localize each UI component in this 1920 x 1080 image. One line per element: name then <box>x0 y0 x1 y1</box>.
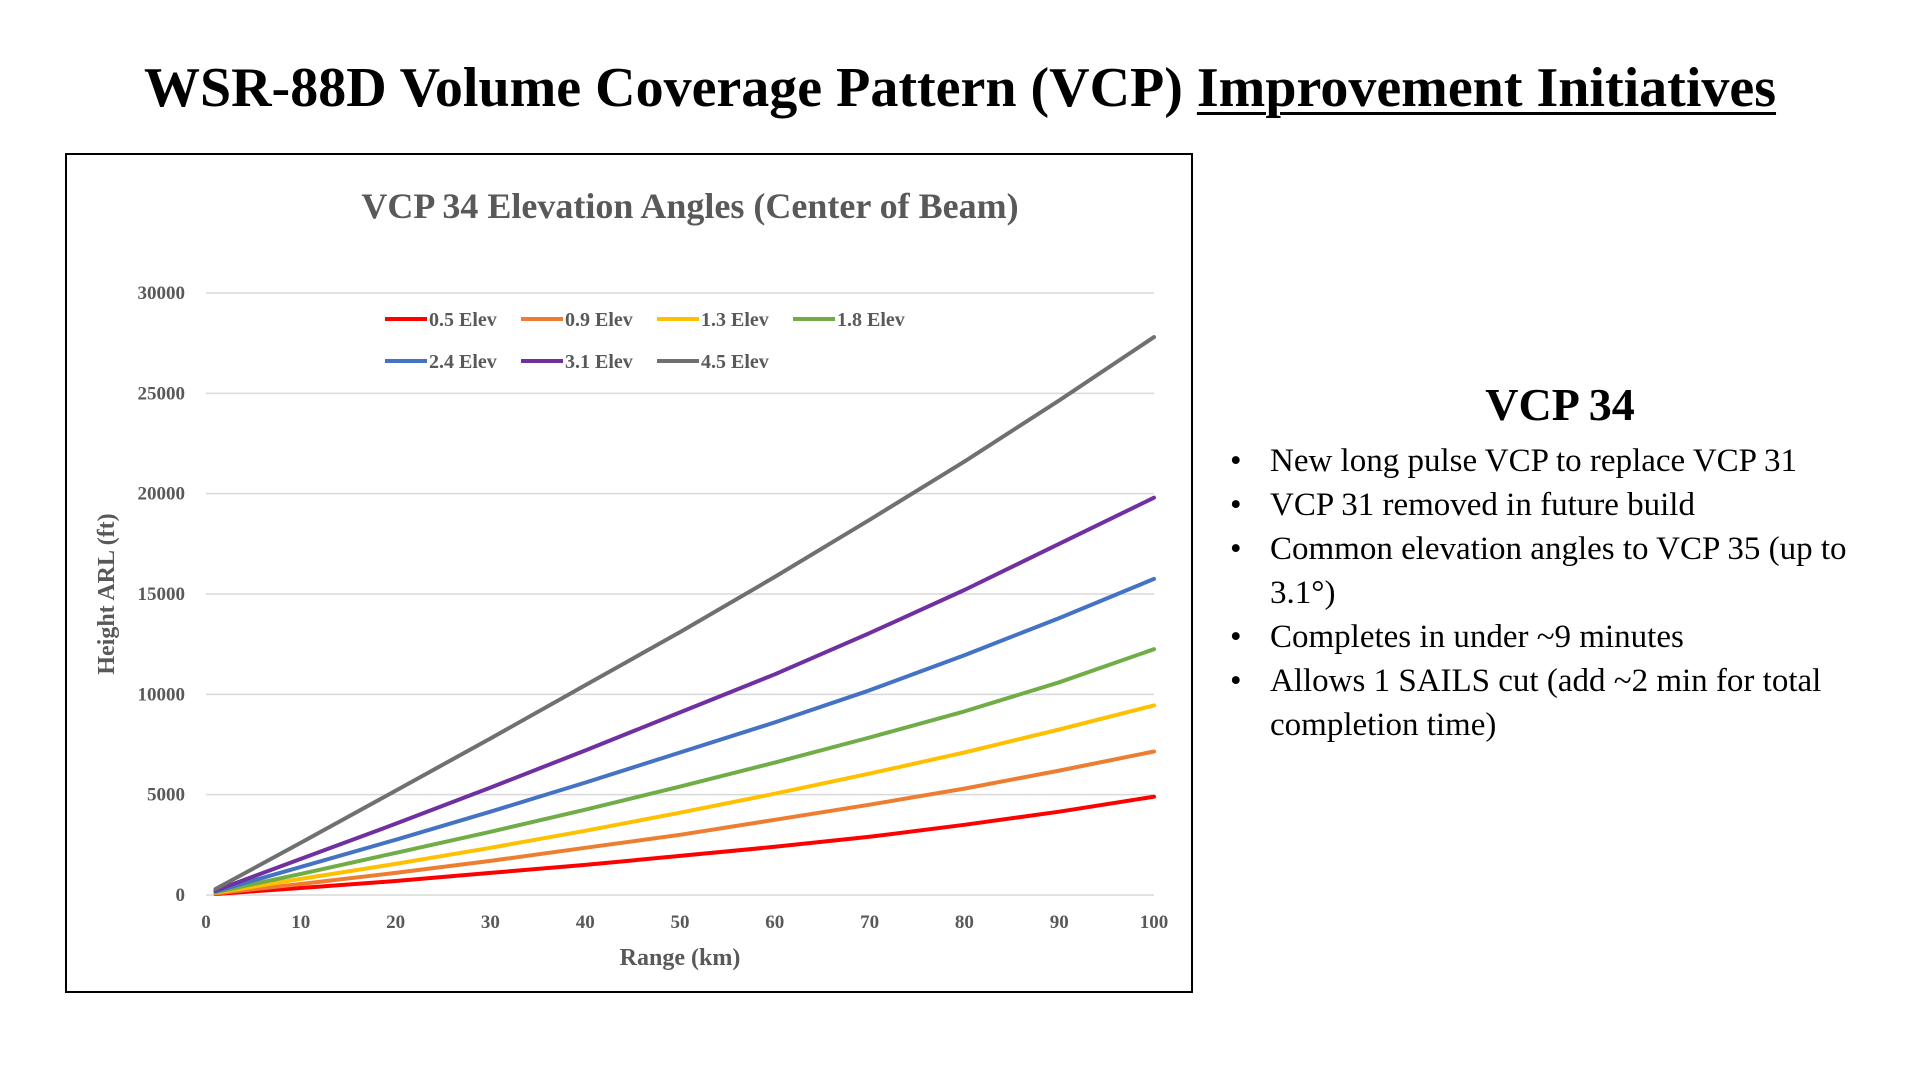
chart-title: VCP 34 Elevation Angles (Center of Beam) <box>361 186 1018 226</box>
series-line-1-3-elev <box>213 703 1156 895</box>
bullet-text: Allows 1 SAILS cut (add ~2 min for total… <box>1270 662 1822 743</box>
legend-label: 2.4 Elev <box>429 351 497 373</box>
bullet-item: • Allows 1 SAILS cut (add ~2 min for tota… <box>1230 659 1890 747</box>
bullet-text: Common elevation angles to VCP 35 (up to… <box>1270 530 1847 611</box>
series-line-1-8-elev <box>213 647 1156 895</box>
x-tick-label: 40 <box>576 912 595 933</box>
bullet-icon: • <box>1230 486 1242 523</box>
y-tick-label: 0 <box>176 885 186 906</box>
bullet-icon: • <box>1230 662 1242 699</box>
side-panel-heading: VCP 34 <box>1485 379 1635 430</box>
x-tick-label: 100 <box>1140 912 1169 933</box>
bullet-text: VCP 31 removed in future build <box>1270 486 1695 523</box>
bullet-icon: • <box>1230 530 1242 567</box>
bullet-icon: • <box>1230 618 1242 655</box>
legend-label: 1.3 Elev <box>701 309 769 331</box>
legend-label: 0.9 Elev <box>565 309 633 331</box>
side-panel: VCP 34 • New long pulse VCP to replace VC… <box>1230 379 1890 747</box>
x-tick-label: 10 <box>291 912 310 933</box>
x-tick-label: 30 <box>481 912 500 933</box>
bullet-text: Completes in under ~9 minutes <box>1270 618 1684 655</box>
x-tick-label: 60 <box>765 912 784 933</box>
x-tick-label: 20 <box>386 912 405 933</box>
y-tick-label: 5000 <box>147 785 185 806</box>
y-tick-label: 10000 <box>138 684 186 705</box>
bullet-item: • New long pulse VCP to replace VCP 31 <box>1230 439 1890 483</box>
bullet-item: • Common elevation angles to VCP 35 (up t… <box>1230 527 1890 615</box>
x-tick-label: 80 <box>955 912 974 933</box>
y-tick-label: 30000 <box>138 283 186 304</box>
series-line-0-5-elev <box>213 794 1156 896</box>
y-tick-label: 25000 <box>138 383 186 404</box>
slide-title-underlined: Improvement Initiatives <box>1196 57 1777 119</box>
bullet-text: New long pulse VCP to replace VCP 31 <box>1270 442 1798 479</box>
x-tick-label: 0 <box>201 912 211 933</box>
slide-title: WSR-88D Volume Coverage Pattern (VCP) Im… <box>0 57 1920 120</box>
bullet-icon: • <box>1230 442 1242 479</box>
series-line-4-5-elev <box>213 335 1156 891</box>
chart-frame: VCP 34 Elevation Angles (Center of Beam)… <box>65 153 1193 993</box>
x-axis-label: Range (km) <box>620 945 741 971</box>
line-chart: VCP 34 Elevation Angles (Center of Beam)… <box>94 186 1169 971</box>
y-tick-label: 20000 <box>138 484 186 505</box>
legend-label: 0.5 Elev <box>429 309 497 331</box>
x-tick-label: 70 <box>860 912 879 933</box>
legend-label: 4.5 Elev <box>701 351 769 373</box>
bullet-item: • Completes in under ~9 minutes <box>1230 615 1890 659</box>
series-line-2-4-elev <box>213 576 1156 894</box>
bullet-item: • VCP 31 removed in future build <box>1230 483 1890 527</box>
slide-title-main: WSR-88D Volume Coverage Pattern (VCP) <box>143 57 1197 119</box>
y-axis-label: Height ARL (ft) <box>94 513 120 674</box>
series-line-3-1-elev <box>213 495 1156 893</box>
legend-label: 1.8 Elev <box>837 309 905 331</box>
legend-label: 3.1 Elev <box>565 351 633 373</box>
x-tick-label: 90 <box>1050 912 1069 933</box>
x-tick-label: 50 <box>671 912 690 933</box>
bullet-list: • New long pulse VCP to replace VCP 31 • V… <box>1230 439 1890 747</box>
series-line-0-9-elev <box>213 749 1156 896</box>
y-tick-label: 15000 <box>138 584 186 605</box>
